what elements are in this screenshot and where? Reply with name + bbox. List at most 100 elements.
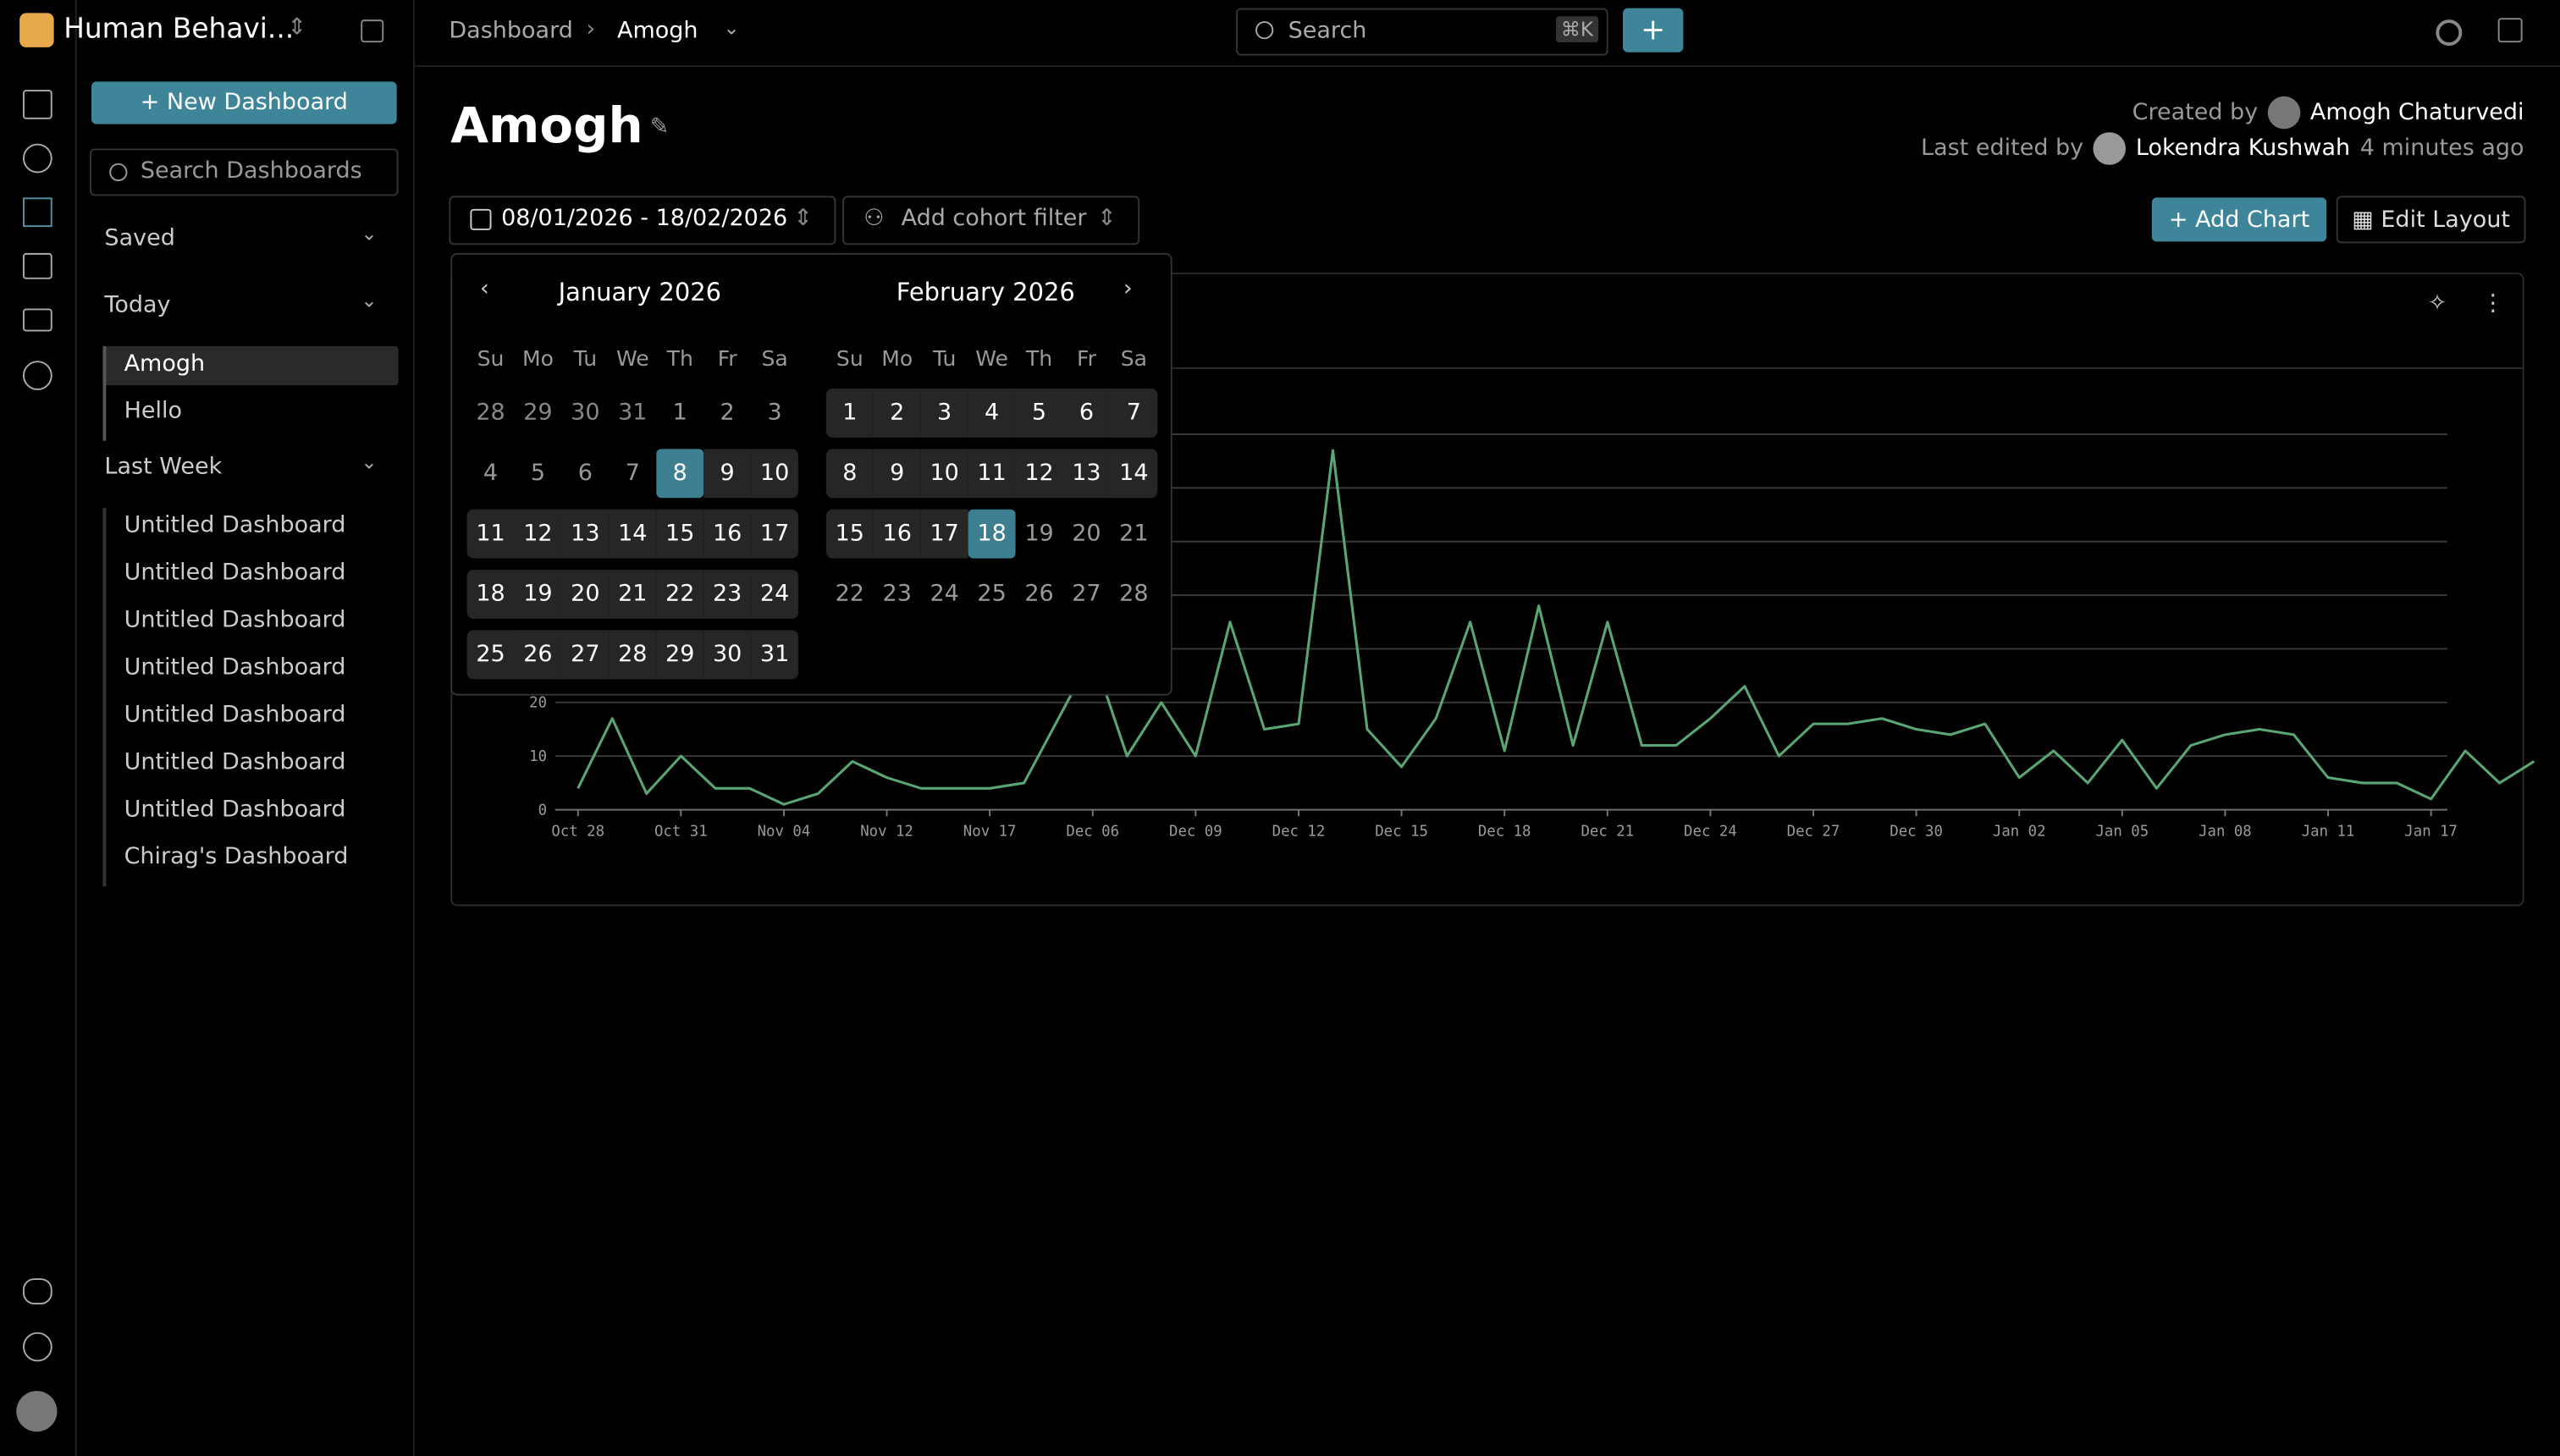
day[interactable]: 4 (483, 460, 499, 487)
day[interactable]: 20 (1072, 521, 1101, 548)
workspace-logo[interactable] (19, 13, 54, 47)
day[interactable]: 3 (920, 388, 968, 438)
chevron[interactable]: ⌄ (361, 450, 378, 474)
day[interactable]: 28 (476, 400, 505, 427)
dashboard-item[interactable]: Untitled Dashboard (104, 791, 398, 830)
search-box[interactable]: Search Dashboards (90, 148, 399, 196)
dashboard-item[interactable]: Untitled Dashboard (104, 508, 398, 547)
add-chart-button[interactable]: + Add Chart (2151, 197, 2327, 242)
day[interactable]: 20 (561, 570, 610, 619)
dashboard-item[interactable]: Untitled Dashboard (104, 603, 398, 642)
day[interactable]: 2 (873, 388, 921, 438)
day[interactable]: 15 (825, 509, 874, 559)
dashboard-item[interactable]: Untitled Dashboard (104, 697, 398, 736)
dashboard-item[interactable]: Hello (104, 394, 398, 433)
section-title[interactable]: Saved (104, 225, 175, 251)
day[interactable]: 27 (561, 630, 610, 680)
avatar[interactable] (16, 1391, 58, 1432)
chevron[interactable]: ⌄ (361, 289, 378, 312)
day[interactable]: 31 (751, 630, 799, 680)
breadcrumb[interactable]: Amogh (616, 18, 698, 45)
day[interactable]: 21 (609, 570, 657, 619)
day[interactable]: 6 (577, 460, 593, 487)
day[interactable]: 6 (1062, 388, 1111, 438)
day[interactable]: 17 (751, 509, 799, 559)
dashboard-item[interactable]: Untitled Dashboard (104, 744, 398, 783)
day[interactable]: 12 (514, 509, 562, 559)
day[interactable]: 8 (825, 449, 874, 499)
day[interactable]: 13 (561, 509, 610, 559)
day[interactable]: 12 (1015, 449, 1063, 499)
day[interactable]: 7 (625, 460, 640, 487)
day[interactable]: 2 (720, 400, 735, 427)
day[interactable]: 17 (920, 509, 968, 559)
day[interactable]: 25 (466, 630, 515, 680)
day[interactable]: 5 (530, 460, 546, 487)
day[interactable]: 30 (571, 400, 600, 427)
dashboard-item[interactable]: Amogh (104, 345, 399, 386)
section-title[interactable]: Today (104, 292, 171, 319)
day[interactable]: 11 (466, 509, 515, 559)
new-dashboard-button[interactable]: + New Dashboard (91, 81, 397, 124)
day[interactable]: 28 (609, 630, 657, 680)
workspace-name[interactable]: Human Behavi... (63, 13, 295, 46)
day[interactable]: 26 (1024, 581, 1054, 608)
day[interactable]: 18 (466, 570, 515, 619)
day[interactable]: 9 (873, 449, 921, 499)
icon[interactable] (22, 308, 52, 332)
search[interactable]: Search ⌘K (1235, 8, 1608, 56)
chevron[interactable]: ⌄ (361, 222, 378, 245)
dashboard-item[interactable]: Chirag's Dashboard (104, 839, 398, 878)
date-range-picker[interactable]: 08/01/2026 - 18/02/2026 ⇕ (449, 196, 836, 245)
day[interactable]: 14 (609, 509, 657, 559)
edit-layout-button[interactable]: ▦ Edit Layout (2336, 196, 2526, 244)
icon[interactable] (22, 361, 52, 390)
day[interactable]: 29 (656, 630, 704, 680)
dashboard-item[interactable]: Untitled Dashboard (104, 555, 398, 594)
day[interactable]: 3 (767, 400, 782, 427)
dropdown-icon[interactable]: ⌄ (723, 16, 740, 40)
day[interactable]: 19 (514, 570, 562, 619)
ai-icon[interactable]: ✧ (2427, 290, 2447, 317)
day[interactable]: 31 (618, 400, 648, 427)
user[interactable]: Lokendra Kushwah (2135, 135, 2351, 162)
day[interactable]: 24 (751, 570, 799, 619)
day[interactable]: 15 (656, 509, 704, 559)
collapse-icon[interactable] (361, 19, 384, 43)
day[interactable]: 7 (1110, 388, 1158, 438)
prev-month[interactable]: ‹ (479, 275, 489, 302)
add-button[interactable]: + (1622, 8, 1684, 52)
day[interactable]: 27 (1072, 581, 1101, 608)
day[interactable]: 1 (825, 388, 874, 438)
edit-icon[interactable]: ✎ (649, 113, 670, 141)
day[interactable]: 16 (703, 509, 752, 559)
icon[interactable] (22, 1278, 52, 1304)
day[interactable]: 14 (1110, 449, 1158, 499)
menu-icon[interactable]: ⋮ (2481, 290, 2505, 317)
dashboard-item[interactable]: Untitled Dashboard (104, 650, 398, 689)
panel-icon[interactable] (2497, 18, 2523, 43)
settings-icon[interactable] (2436, 19, 2463, 46)
day[interactable]: 23 (703, 570, 752, 619)
breadcrumb[interactable]: Dashboard (449, 18, 573, 45)
user[interactable]: Amogh Chaturvedi (2309, 99, 2524, 126)
chevron[interactable]: ⇕ (287, 14, 307, 41)
icon[interactable] (22, 1332, 52, 1362)
day[interactable]: 28 (1119, 581, 1149, 608)
icon[interactable] (22, 90, 52, 119)
day[interactable]: 30 (703, 630, 752, 680)
icon[interactable] (22, 197, 52, 228)
day[interactable]: 22 (835, 581, 864, 608)
day[interactable]: 4 (968, 388, 1016, 438)
icon[interactable] (22, 143, 52, 174)
section-title[interactable]: Last Week (104, 454, 223, 480)
day[interactable]: 5 (1015, 388, 1063, 438)
day[interactable]: 16 (873, 509, 921, 559)
day[interactable]: 29 (523, 400, 553, 427)
next-month[interactable]: › (1123, 275, 1133, 302)
day[interactable]: 19 (1024, 521, 1054, 548)
day[interactable]: 21 (1119, 521, 1149, 548)
day[interactable]: 22 (656, 570, 704, 619)
day[interactable]: 9 (703, 449, 752, 499)
day[interactable]: 23 (882, 581, 912, 608)
